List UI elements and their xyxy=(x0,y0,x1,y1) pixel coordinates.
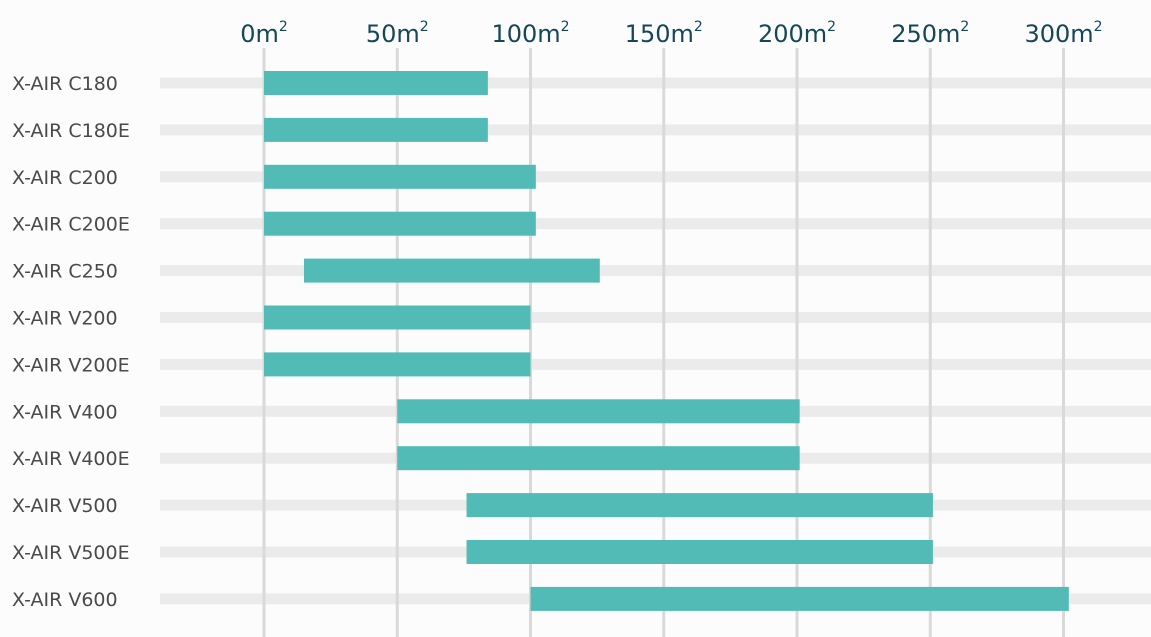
category-label: X-AIR C250 xyxy=(12,261,118,283)
x-tick-label: 50m2 xyxy=(366,19,429,48)
category-label: X-AIR C200 xyxy=(12,167,118,189)
bar xyxy=(264,71,488,95)
bar xyxy=(264,305,531,330)
category-label: X-AIR V400 xyxy=(12,401,118,423)
bar xyxy=(303,258,600,283)
bar xyxy=(264,164,536,189)
category-label: X-AIR V200 xyxy=(12,308,118,330)
x-tick-label: 150m2 xyxy=(625,19,703,48)
bar xyxy=(397,399,800,424)
row-track xyxy=(160,77,1151,89)
x-tick-label: 250m2 xyxy=(891,19,969,48)
bar xyxy=(264,211,536,236)
x-tick-label: 0m2 xyxy=(240,19,288,48)
row-tracks xyxy=(160,77,1151,605)
x-tick-label: 100m2 xyxy=(491,19,569,48)
category-label: X-AIR V500E xyxy=(12,542,130,564)
row-track xyxy=(160,124,1151,136)
category-label: X-AIR V200E xyxy=(12,354,130,376)
bar xyxy=(264,117,488,142)
category-label: X-AIR V600 xyxy=(12,589,118,611)
row-track xyxy=(160,265,1151,277)
row-track xyxy=(160,312,1151,323)
x-axis-ticks: 0m2 50m2 100m2 150m2 200m2 250m2 300m2 xyxy=(240,19,1102,48)
bar xyxy=(264,352,531,377)
row-track xyxy=(160,358,1151,370)
x-tick-label: 300m2 xyxy=(1024,19,1102,48)
bars xyxy=(264,71,1069,611)
row-track xyxy=(160,171,1151,183)
category-label: X-AIR C180 xyxy=(12,73,118,95)
bar xyxy=(466,493,933,518)
bar xyxy=(530,586,1069,611)
bar xyxy=(466,540,933,564)
category-label: X-AIR C180E xyxy=(12,120,130,142)
vertical-gridlines xyxy=(262,48,1065,637)
category-label: X-AIR V500 xyxy=(12,495,118,517)
category-label: X-AIR C200E xyxy=(12,214,130,236)
bar xyxy=(397,446,800,471)
x-tick-label: 200m2 xyxy=(758,19,836,48)
category-label: X-AIR V400E xyxy=(12,448,130,470)
y-axis-categories: X-AIR C180 X-AIR C180E X-AIR C200 X-AIR C20… xyxy=(12,73,130,611)
row-track xyxy=(160,218,1151,230)
